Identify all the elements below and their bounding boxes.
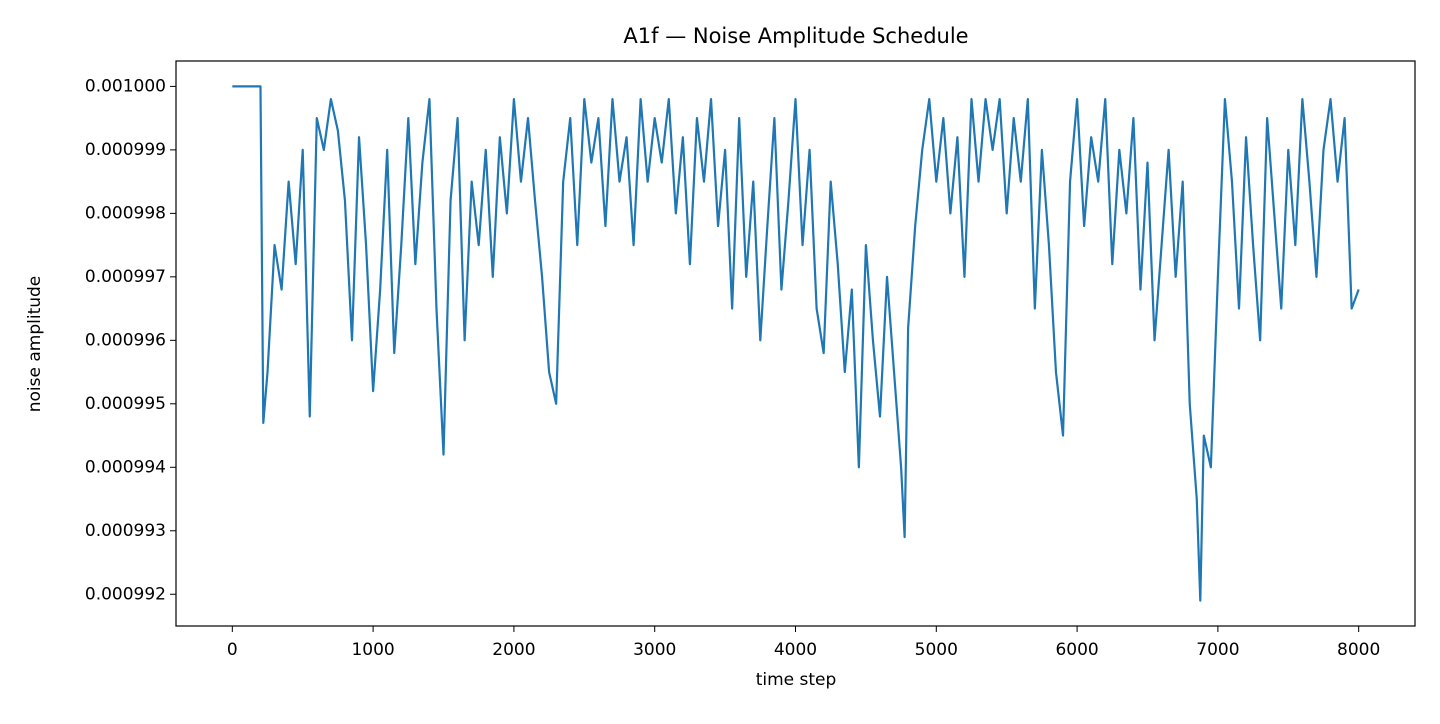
y-tick-label: 0.000999 [85,140,166,160]
y-tick-label: 0.000994 [85,457,166,477]
y-tick-label: 0.000993 [85,521,166,541]
y-tick-label: 0.000998 [85,203,166,223]
x-tick-label: 7000 [1196,640,1239,660]
x-tick-label: 2000 [492,640,535,660]
x-tick-label: 6000 [1055,640,1098,660]
x-axis-label: time step [756,670,837,690]
y-tick-label: 0.001000 [85,76,166,96]
data-line [232,85,1360,602]
x-tick-label: 4000 [774,640,817,660]
x-tick-label: 0 [227,640,238,660]
y-tick-label: 0.000992 [85,584,166,604]
x-tick-label: 5000 [915,640,958,660]
y-axis-label: noise amplitude [25,276,45,413]
plot-frame [175,60,1416,627]
x-tick-label: 1000 [351,640,394,660]
chart-title: A1f — Noise Amplitude Schedule [623,24,968,48]
y-tick-label: 0.000995 [85,394,166,414]
x-tick-label: 8000 [1337,640,1380,660]
y-tick-label: 0.000997 [85,267,166,287]
y-tick-label: 0.000996 [85,330,166,350]
x-tick-label: 3000 [633,640,676,660]
